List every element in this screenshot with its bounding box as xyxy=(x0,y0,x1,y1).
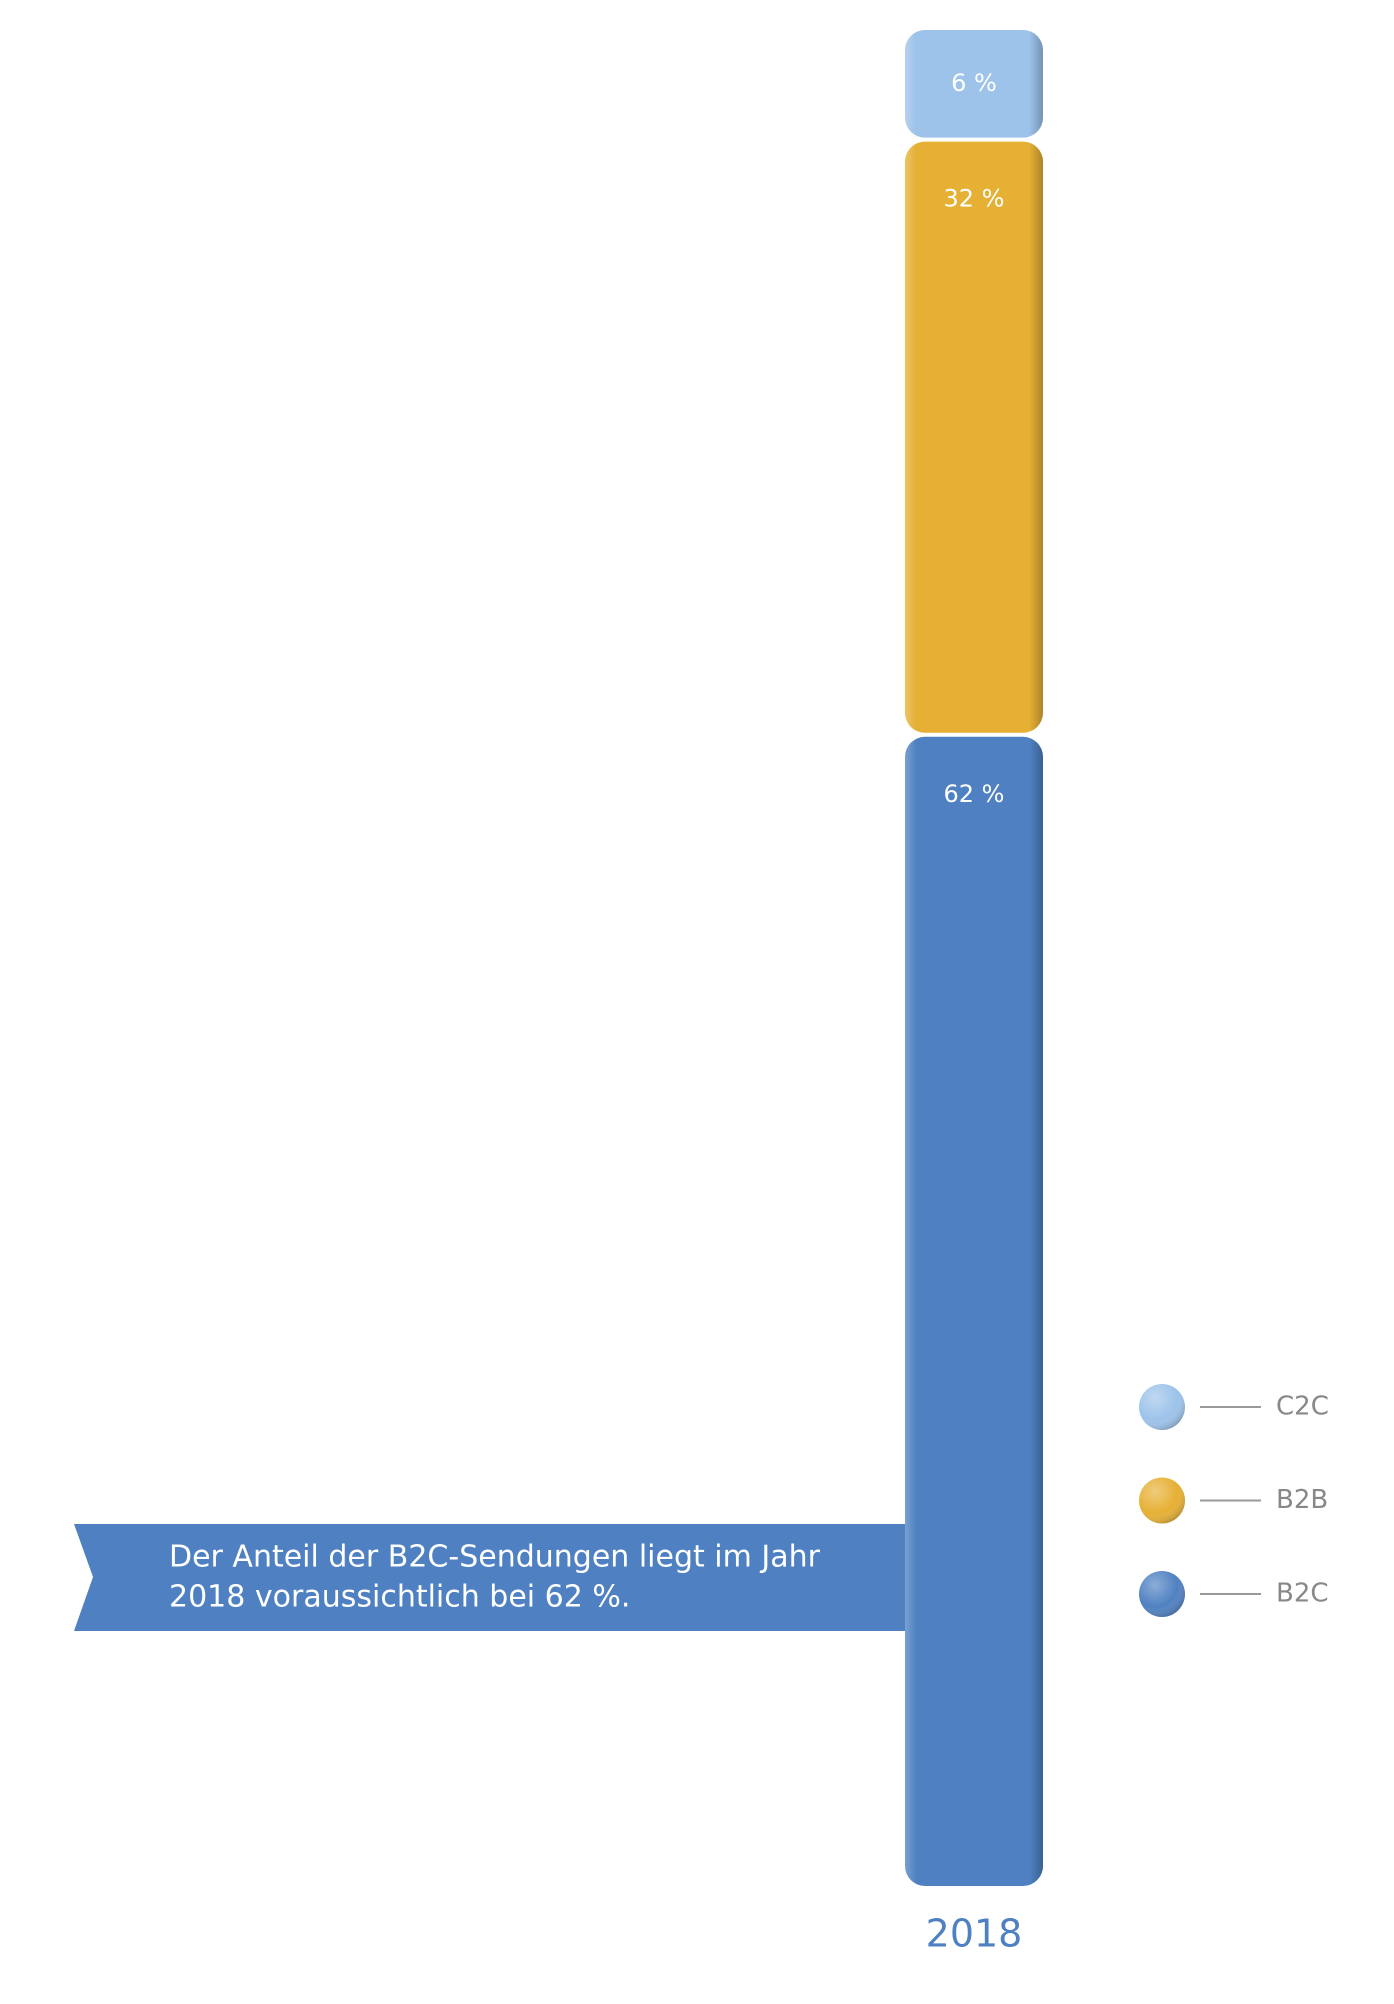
value-label: 32 % xyxy=(944,185,1005,213)
bar-shade xyxy=(905,141,1043,733)
legend-marker-shade xyxy=(1139,1384,1185,1430)
annotation-text: Der Anteil der B2C-Sendungen liegt im Ja… xyxy=(169,1540,821,1575)
legend-label: B2B xyxy=(1276,1485,1328,1515)
annotation-banner xyxy=(74,1524,905,1631)
legend-marker-shade xyxy=(1139,1477,1185,1524)
value-label: 6 % xyxy=(951,69,997,97)
bar-shade xyxy=(905,736,1043,1886)
bar-shade xyxy=(905,30,1043,138)
x-tick-label: 2018 xyxy=(926,1912,1023,1956)
legend-label: C2C xyxy=(1276,1392,1329,1422)
legend-label: B2C xyxy=(1276,1579,1329,1609)
annotation-text: 2018 voraussichtlich bei 62 %. xyxy=(169,1580,630,1615)
value-label: 62 % xyxy=(944,780,1005,808)
legend-marker-shade xyxy=(1139,1571,1185,1617)
